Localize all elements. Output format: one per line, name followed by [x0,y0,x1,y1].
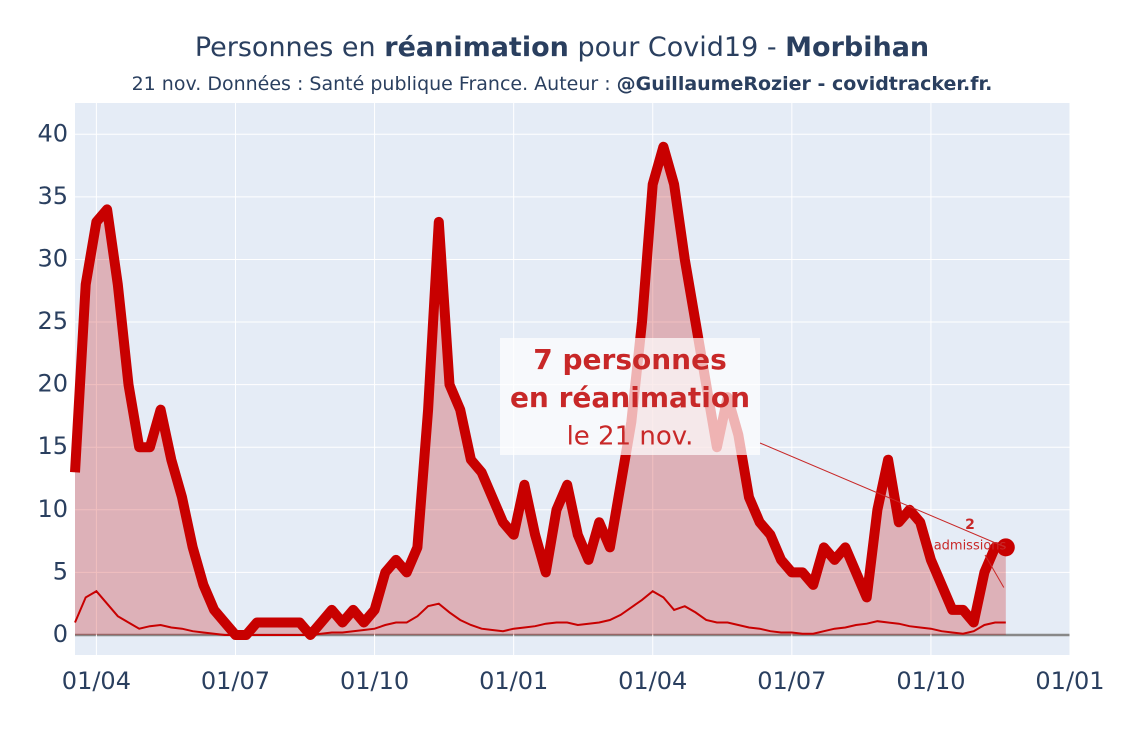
y-tick-label: 25 [37,307,68,335]
annotation-box [500,338,760,455]
title-part: réanimation [384,32,569,63]
annotation-text: le 21 nov. [567,422,694,452]
annotation-text: 7 personnes [533,343,727,376]
line [74,589,1006,636]
x-tick-label: 01/01 [479,667,548,695]
line [70,141,1006,640]
annotation-text: 2 [965,517,975,533]
x-tick-label: 01/10 [896,667,965,695]
y-tick-label: 0 [53,620,68,648]
area [75,146,1006,636]
title-part: Personnes en [195,32,384,63]
x-tick-label: 01/04 [62,667,131,695]
title-part: Morbihan [785,32,929,63]
x-tick-label: 01/07 [201,667,270,695]
y-tick-label: 40 [37,119,68,147]
annotation-arrow [984,554,1005,588]
annotation-text: admissions [934,539,1007,554]
annotation-text: en réanimation [510,381,750,414]
subtitle-part: @GuillaumeRozier - covidtracker.fr. [617,73,993,95]
x-tick-label: 01/07 [757,667,826,695]
subtitle-part: 21 nov. Données : Santé publique France.… [132,73,617,95]
x-tick-label: 01/10 [340,667,409,695]
y-tick-label: 20 [37,370,68,398]
subtitle: 21 nov. Données : Santé publique France.… [132,73,993,95]
title-part: pour Covid19 - [569,32,785,63]
annotation-arrow [759,442,1007,548]
y-tick-label: 30 [37,244,68,272]
chart-title: Personnes en réanimation pour Covid19 - … [195,32,929,63]
y-tick-label: 5 [53,557,68,585]
y-tick-label: 15 [37,432,68,460]
x-tick-label: 01/01 [1035,667,1104,695]
y-tick-label: 10 [37,495,68,523]
x-tick-label: 01/04 [618,667,687,695]
y-tick-label: 35 [37,182,68,210]
